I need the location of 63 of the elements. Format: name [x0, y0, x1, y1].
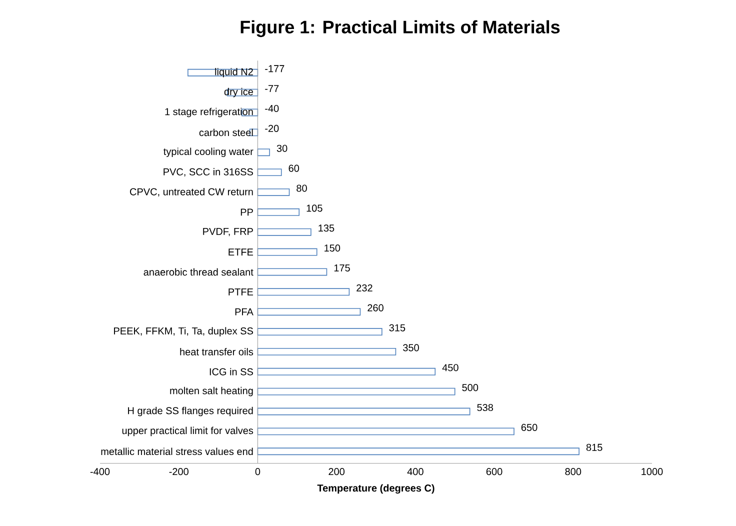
- x-axis-title: Temperature (degrees C): [317, 484, 434, 494]
- data-label: 135: [318, 224, 334, 232]
- bar: [257, 248, 318, 256]
- y-tick-label: molten salt heating: [170, 386, 253, 396]
- bar: [257, 328, 382, 336]
- x-tick-label: 600: [486, 468, 502, 476]
- data-label: 315: [389, 324, 406, 332]
- data-label: 815: [586, 444, 602, 451]
- data-label: 260: [368, 304, 384, 312]
- x-tick-label: 400: [407, 468, 424, 476]
- data-label: 105: [306, 204, 322, 212]
- y-tick-label: H grade SS flanges required: [128, 406, 253, 416]
- y-tick-label: heat transfer oils: [180, 348, 254, 356]
- bar: [257, 428, 514, 436]
- y-tick-label: CPVC, untreated CW return: [130, 188, 253, 196]
- y-tick-label: PP: [240, 208, 253, 216]
- data-label: 500: [462, 384, 478, 392]
- bar: [257, 348, 396, 356]
- data-label: 538: [477, 404, 494, 412]
- y-tick-label: typical cooling water: [164, 148, 254, 158]
- bar: [257, 448, 580, 456]
- bar: [257, 208, 300, 216]
- data-label: -40: [265, 104, 279, 112]
- y-tick-label: metallic material stress values end: [101, 448, 253, 456]
- y-tick-label: ETFE: [228, 248, 254, 256]
- bar: [257, 388, 456, 396]
- data-label: 80: [296, 184, 307, 192]
- x-tick-label: 200: [328, 468, 345, 476]
- x-tick-label: 1000: [642, 468, 663, 476]
- data-label: -177: [265, 65, 284, 72]
- data-label: 60: [288, 164, 300, 172]
- chart-title: Figure 1: Practical Limits of Materials: [240, 20, 560, 38]
- bar: [257, 188, 290, 196]
- y-tick-label: PFA: [235, 308, 254, 316]
- x-tick-label: 0: [255, 468, 260, 476]
- data-label: -20: [265, 124, 279, 132]
- bar: [257, 408, 470, 416]
- x-tick-label: -400: [90, 468, 110, 476]
- y-tick-label: upper practical limit for valves: [122, 426, 254, 436]
- data-label: 450: [442, 364, 458, 372]
- data-label: 30: [276, 144, 288, 152]
- x-tick-label: 800: [565, 468, 582, 476]
- data-label: 150: [324, 244, 340, 252]
- bar: [257, 168, 282, 176]
- bar: [257, 268, 328, 276]
- bar: [257, 228, 312, 236]
- y-tick-label: liquid N2: [215, 68, 253, 78]
- data-label: 232: [356, 284, 372, 292]
- y-tick-label: PVDF, FRP: [203, 228, 253, 236]
- y-tick-label: PTFE: [228, 288, 254, 296]
- x-tick-label: -200: [169, 468, 188, 476]
- bar: [257, 308, 361, 316]
- y-tick-label: PEEK, FFKM, Ti, Ta, duplex SS: [114, 327, 253, 336]
- data-label: 650: [521, 424, 538, 431]
- bar: [257, 368, 436, 376]
- bar: [257, 288, 350, 296]
- data-label: 350: [403, 344, 419, 352]
- y-tick-label: ICG in SS: [210, 368, 253, 376]
- data-label: -77: [265, 85, 279, 92]
- y-tick-label: PVC, SCC in 316SS: [164, 168, 253, 177]
- bar: [257, 148, 270, 156]
- data-label: 175: [334, 264, 350, 272]
- y-tick-label: anaerobic thread sealant: [144, 268, 254, 276]
